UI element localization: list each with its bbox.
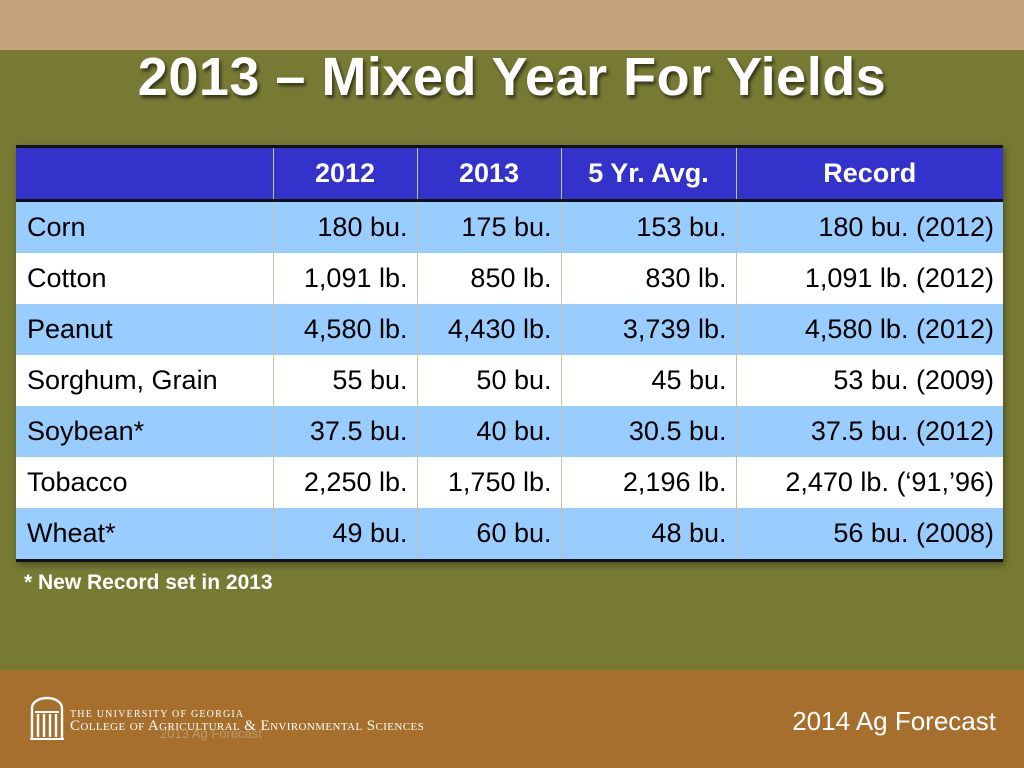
header-crop bbox=[16, 147, 273, 201]
crop-name: Soybean* bbox=[27, 416, 145, 446]
yield-5yr-avg: 2,196 lb. bbox=[560, 457, 736, 508]
college-name: College of Agricultural & Environmental … bbox=[70, 718, 425, 734]
yield-table: 2012 2013 5 Yr. Avg. Record Corn 180 bu.… bbox=[16, 145, 1003, 562]
crop-name: Wheat* bbox=[27, 518, 116, 548]
arch-columns-icon bbox=[30, 696, 64, 740]
yield-2013: 60 bu. bbox=[416, 508, 561, 561]
crop-name: Sorghum, Grain bbox=[27, 365, 218, 395]
top-band bbox=[0, 0, 1024, 50]
yield-2012: 2,250 lb. bbox=[272, 457, 417, 508]
yield-2013: 850 lb. bbox=[416, 253, 561, 304]
slide-title: 2013 – Mixed Year For Yields bbox=[137, 47, 887, 107]
table-row: Peanut 4,580 lb. 4,430 lb. 3,739 lb. 4,5… bbox=[16, 304, 1003, 355]
faint-forecast-label: 2013 Ag Forecast bbox=[160, 726, 262, 741]
table-header-row: 2012 2013 5 Yr. Avg. Record bbox=[16, 146, 1003, 201]
crop-name: Tobacco bbox=[27, 467, 128, 497]
crop-name: Peanut bbox=[27, 314, 113, 344]
table-row: Soybean* 37.5 bu. 40 bu. 30.5 bu. 37.5 b… bbox=[16, 406, 1003, 457]
table-row: Wheat* 49 bu. 60 bu. 48 bu. 56 bu. (2008… bbox=[16, 508, 1003, 561]
yield-2012: 49 bu. bbox=[272, 508, 417, 561]
yield-record: 180 bu. (2012) bbox=[735, 200, 1003, 253]
yield-2012: 55 bu. bbox=[272, 355, 417, 406]
yield-5yr-avg: 3,739 lb. bbox=[560, 304, 736, 355]
yield-record: 56 bu. (2008) bbox=[735, 508, 1003, 561]
table-row: Sorghum, Grain 55 bu. 50 bu. 45 bu. 53 b… bbox=[16, 355, 1003, 406]
yield-record: 1,091 lb. (2012) bbox=[735, 253, 1003, 304]
yield-2012: 180 bu. bbox=[272, 200, 417, 253]
university-name: The University of Georgia bbox=[70, 709, 245, 720]
header-record: Record bbox=[735, 146, 1003, 201]
yield-2013: 1,750 lb. bbox=[416, 457, 561, 508]
header-5yr-avg: 5 Yr. Avg. bbox=[560, 146, 736, 201]
table-row: Tobacco 2,250 lb. 1,750 lb. 2,196 lb. 2,… bbox=[16, 457, 1003, 508]
yield-record: 37.5 bu. (2012) bbox=[735, 406, 1003, 457]
crop-name: Cotton bbox=[27, 263, 107, 293]
table-row: Cotton 1,091 lb. 850 lb. 830 lb. 1,091 l… bbox=[16, 253, 1003, 304]
table-row: Corn 180 bu. 175 bu. 153 bu. 180 bu. (20… bbox=[16, 200, 1003, 253]
yield-2013: 50 bu. bbox=[416, 355, 561, 406]
yield-record: 4,580 lb. (2012) bbox=[735, 304, 1003, 355]
yield-5yr-avg: 830 lb. bbox=[560, 253, 736, 304]
footer-band bbox=[0, 670, 1024, 768]
yield-2013: 175 bu. bbox=[416, 200, 561, 253]
header-2012: 2012 bbox=[272, 146, 417, 201]
crop-name: Corn bbox=[27, 212, 86, 242]
yield-2012: 1,091 lb. bbox=[272, 253, 417, 304]
footnote: * New Record set in 2013 bbox=[24, 571, 273, 594]
yield-2012: 4,580 lb. bbox=[272, 304, 417, 355]
yield-5yr-avg: 153 bu. bbox=[560, 200, 736, 253]
yield-5yr-avg: 45 bu. bbox=[560, 355, 736, 406]
yield-2012: 37.5 bu. bbox=[272, 406, 417, 457]
yield-record: 53 bu. (2009) bbox=[735, 355, 1003, 406]
yield-5yr-avg: 30.5 bu. bbox=[560, 406, 736, 457]
yield-2013: 4,430 lb. bbox=[416, 304, 561, 355]
yield-2013: 40 bu. bbox=[416, 406, 561, 457]
header-2013: 2013 bbox=[416, 146, 561, 201]
forecast-label: 2014 Ag Forecast bbox=[792, 706, 996, 736]
yield-record: 2,470 lb. (‘91,’96) bbox=[735, 457, 1003, 508]
yield-5yr-avg: 48 bu. bbox=[560, 508, 736, 561]
